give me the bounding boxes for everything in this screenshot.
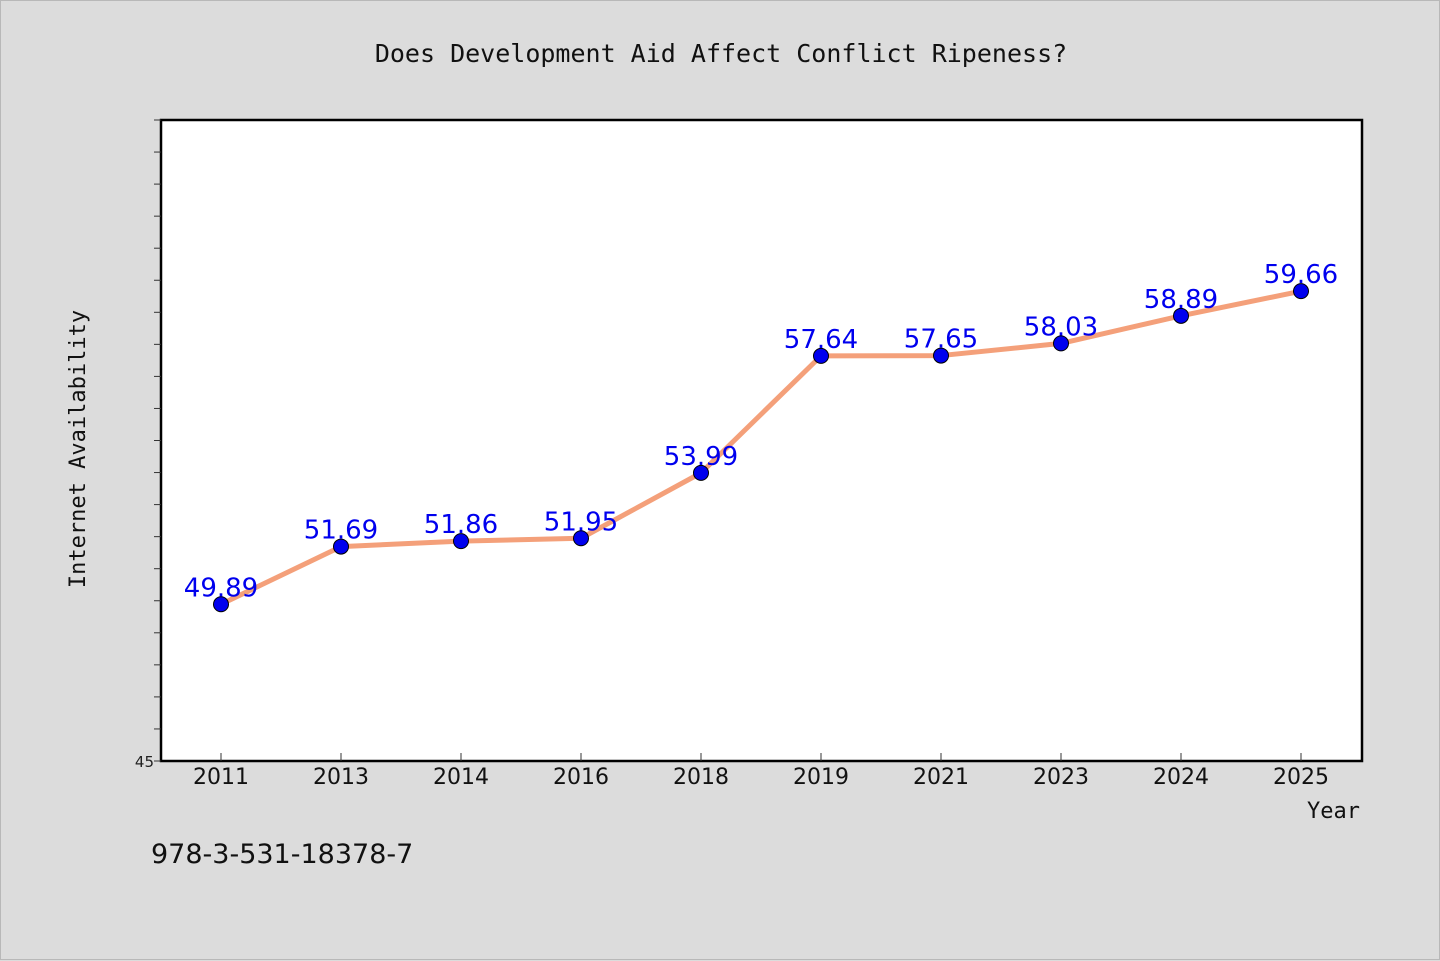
series-line bbox=[218, 288, 1304, 607]
x-tick-label-2011: 2011 bbox=[193, 765, 249, 790]
x-tick-label-2021: 2021 bbox=[913, 765, 969, 790]
data-point-2018 bbox=[693, 464, 709, 481]
x-tick-label-2016: 2016 bbox=[553, 765, 609, 790]
y-axis-ticks bbox=[154, 119, 161, 762]
data-point-2011 bbox=[213, 596, 229, 613]
data-point-2024 bbox=[1173, 307, 1189, 324]
data-label-2016: 51.95 bbox=[544, 507, 618, 537]
y-axis-label: Internet Availability bbox=[66, 310, 91, 588]
data-point-2016 bbox=[573, 530, 589, 547]
data-point-2023 bbox=[1053, 335, 1069, 352]
data-markers bbox=[213, 283, 1309, 613]
footer-code: 978-3-531-18378-7 bbox=[151, 839, 413, 870]
data-label-2024: 58.89 bbox=[1144, 285, 1218, 315]
data-point-2014 bbox=[453, 533, 469, 550]
x-tick-label-2013: 2013 bbox=[313, 765, 369, 790]
x-tick-label-2014: 2014 bbox=[433, 765, 489, 790]
data-point-2025 bbox=[1293, 283, 1309, 300]
x-tick-label-2018: 2018 bbox=[673, 765, 729, 790]
x-tick-label-2019: 2019 bbox=[793, 765, 849, 790]
data-label-2018: 53.99 bbox=[664, 442, 738, 472]
data-label-2025: 59.66 bbox=[1264, 260, 1338, 290]
chart-title: Does Development Aid Affect Conflict Rip… bbox=[375, 39, 1067, 68]
x-tick-label-2023: 2023 bbox=[1033, 765, 1089, 790]
x-axis-tick-labels: 2011 2013 2014 2016 2018 2019 2021 2023 2024 2025 bbox=[193, 765, 1329, 790]
data-point-2021 bbox=[933, 347, 949, 364]
y-tick-label-45: 45 bbox=[135, 753, 154, 771]
data-label-2014: 51.86 bbox=[424, 510, 498, 540]
data-label-2023: 58.03 bbox=[1024, 312, 1098, 342]
data-point-2013 bbox=[333, 538, 349, 555]
data-labels: 49.89 51.69 51.86 51.95 53.99 57.64 57.65 58.03… bbox=[184, 260, 1338, 603]
x-axis-ticks bbox=[220, 753, 1302, 761]
data-label-2011: 49.89 bbox=[184, 573, 258, 603]
plot-area bbox=[159, 118, 1364, 763]
x-tick-label-2025: 2025 bbox=[1273, 765, 1329, 790]
data-label-2013: 51.69 bbox=[304, 516, 378, 546]
x-tick-label-2024: 2024 bbox=[1153, 765, 1209, 790]
data-label-2021: 57.65 bbox=[904, 325, 978, 355]
data-label-2019: 57.64 bbox=[784, 325, 858, 355]
x-axis-label: Year bbox=[1307, 799, 1360, 824]
data-point-2019 bbox=[813, 347, 829, 364]
